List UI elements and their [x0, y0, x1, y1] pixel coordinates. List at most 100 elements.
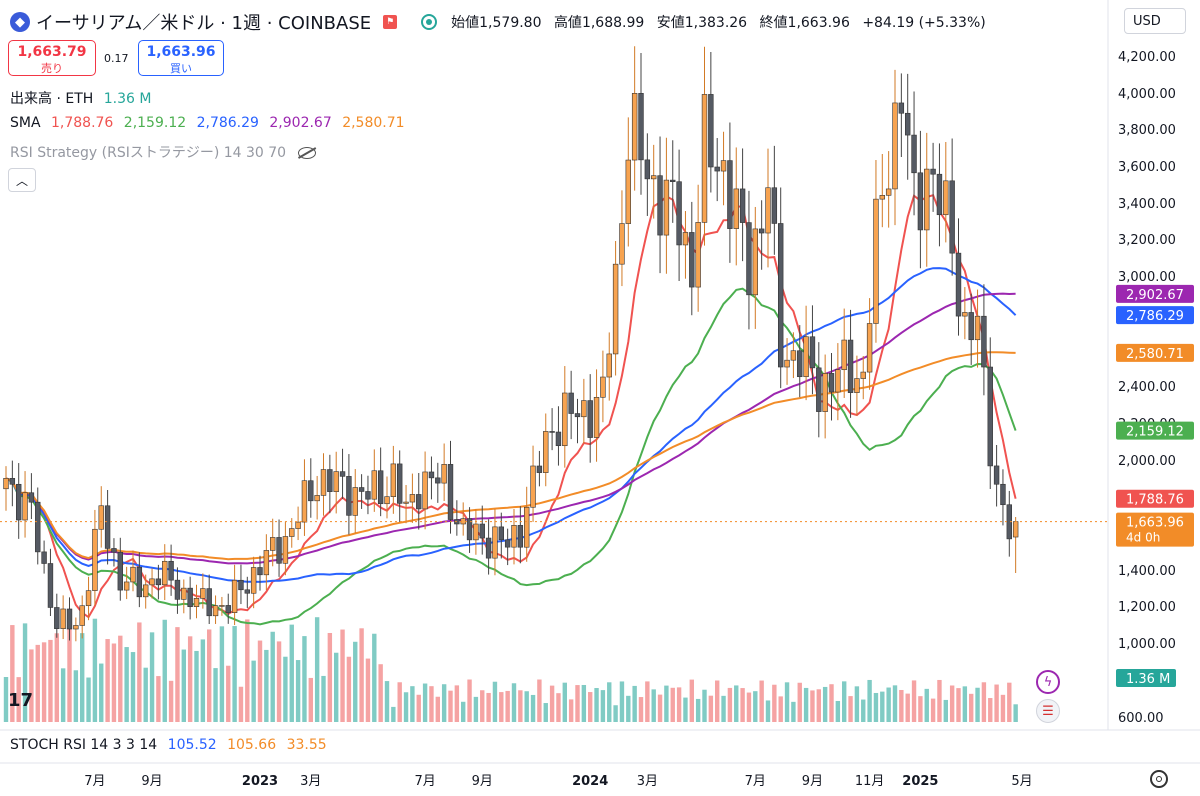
volume-bar — [473, 696, 479, 722]
candle-body — [574, 413, 581, 418]
volume-bar — [340, 629, 345, 722]
volume-bar — [346, 656, 352, 722]
candle-body — [523, 506, 530, 548]
candle-body — [35, 501, 41, 553]
volume-bar — [695, 698, 701, 722]
us-flag-icon[interactable]: ☰ — [1036, 699, 1060, 723]
lightning-icon[interactable]: ϟ — [1036, 670, 1060, 694]
sma-price-label-2: 2,159.12 — [1126, 425, 1184, 440]
volume-bar — [829, 684, 834, 722]
candle-body — [873, 198, 879, 324]
candle-body — [384, 496, 390, 505]
sma-price-tag-5 — [1116, 343, 1194, 362]
candle-body — [606, 353, 612, 378]
candle-body — [219, 605, 225, 607]
collapse-legend-button[interactable]: ︿ — [8, 168, 36, 192]
x-tick-label: 9月 — [141, 774, 162, 789]
volume-bar — [295, 660, 301, 722]
volume-bar — [905, 693, 910, 722]
volume-bar — [372, 633, 377, 722]
candle-body — [568, 392, 574, 414]
volume-bar — [619, 681, 625, 722]
volume-bar — [54, 633, 59, 722]
candle-body — [409, 494, 416, 503]
currency-selector[interactable]: USD — [1124, 8, 1186, 34]
buy-label: 買い — [170, 62, 192, 75]
volume-bar — [772, 684, 777, 722]
volume-legend[interactable]: 出来高 · ETH 1.36 M — [10, 88, 157, 108]
close-value: 1,663.96 — [787, 15, 850, 31]
volume-bar — [962, 686, 968, 722]
candle-body — [879, 195, 886, 200]
volume-bar — [289, 624, 294, 722]
volume-bar — [353, 641, 358, 722]
candle-body — [193, 598, 200, 608]
candle-body — [765, 187, 771, 234]
volume-bar — [505, 690, 510, 722]
symbol-title[interactable]: イーサリアム／米ドル · 1週 · COINBASE — [36, 13, 372, 34]
buy-button[interactable]: 1,663.96 買い — [138, 40, 224, 76]
gear-icon[interactable] — [1150, 770, 1168, 788]
candle-body — [162, 560, 168, 586]
candle-body — [149, 578, 155, 586]
volume-bar — [175, 627, 180, 722]
flag-icon[interactable]: ⚑ — [383, 15, 398, 29]
volume-bar — [168, 680, 174, 722]
change-value: +84.19 (+5.33%) — [862, 15, 986, 31]
sell-button[interactable]: 1,663.79 売り — [8, 40, 96, 76]
rsi-legend[interactable]: RSI Strategy (RSIストラテジー) 14 30 70 — [10, 142, 322, 162]
candle-body — [314, 495, 320, 502]
sma-line-2 — [5, 287, 1017, 626]
sma-value-4: 2,902.67 — [269, 115, 332, 131]
volume-bar — [689, 679, 694, 722]
candle-body — [250, 567, 257, 594]
candle-body — [943, 180, 949, 216]
volume-legend-value: 1.36 M — [103, 91, 152, 107]
candle-body — [295, 521, 301, 529]
volume-bar — [657, 694, 663, 722]
volume-bar — [308, 677, 313, 722]
volume-bar — [365, 658, 371, 722]
sma-legend[interactable]: SMA 1,788.76 2,159.12 2,786.29 2,902.67 … — [10, 115, 411, 131]
candle-body — [200, 588, 206, 599]
currency-label: USD — [1133, 13, 1161, 29]
volume-bar — [797, 682, 802, 722]
volume-bar — [22, 623, 28, 722]
volume-bar — [435, 696, 440, 722]
candle-body — [41, 551, 47, 564]
volume-bar — [359, 628, 364, 722]
candle-body — [143, 584, 149, 598]
candle-body — [352, 487, 358, 516]
eye-crossed-icon[interactable] — [298, 147, 317, 159]
candle-body — [860, 371, 866, 379]
chart-header: ◆ イーサリアム／米ドル · 1週 · COINBASE ⚑ 始値1,579.8… — [0, 8, 986, 36]
candle-body — [244, 589, 250, 594]
candle-body — [968, 312, 974, 341]
volume-bar — [835, 700, 841, 722]
volume-bar — [607, 682, 612, 722]
candle-body — [92, 528, 98, 591]
buy-price: 1,663.96 — [146, 44, 216, 60]
volume-bar — [765, 700, 771, 722]
x-tick-label: 3月 — [300, 774, 321, 789]
candle-body — [676, 181, 682, 246]
last-price-tag — [1116, 512, 1194, 547]
candle-body — [390, 463, 397, 497]
tradingview-logo-icon[interactable]: 17 — [8, 690, 34, 711]
candle-body — [549, 431, 555, 433]
volume-bar — [200, 639, 206, 722]
candle-body — [638, 93, 644, 161]
candle-body — [720, 160, 727, 172]
candle-body — [308, 480, 314, 502]
x-tick-label: 9月 — [472, 774, 493, 789]
volume-bar — [60, 668, 66, 722]
volume-bar — [518, 690, 523, 722]
y-tick-label: 1,400.00 — [1118, 564, 1176, 579]
stoch-rsi-legend[interactable]: STOCH RSI 14 3 3 14 105.52 105.66 33.55 — [10, 737, 333, 753]
market-status-icon[interactable] — [421, 14, 438, 30]
volume-bar — [486, 692, 491, 722]
volume-bar — [137, 622, 142, 722]
spread-value: 0.17 — [104, 52, 129, 65]
candle-body — [974, 315, 981, 341]
